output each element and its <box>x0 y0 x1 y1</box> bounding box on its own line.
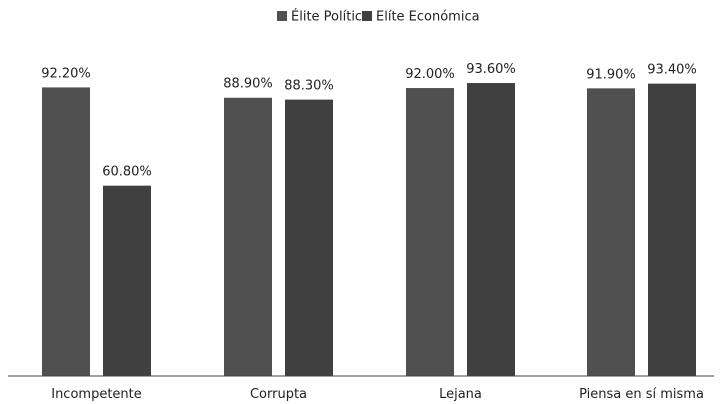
value-label-corrupta-series-2: 88.30% <box>284 79 334 94</box>
bars-group <box>42 83 696 377</box>
x-tick-label-lejana: Lejana <box>439 387 482 402</box>
bar-lejana-series-2 <box>467 83 515 377</box>
bar-piensa-en-si-misma-series-1 <box>587 88 635 376</box>
bar-corrupta-series-2 <box>285 99 333 376</box>
value-label-lejana-series-1: 92.00% <box>405 67 455 82</box>
value-label-piensa-en-si-misma-series-1: 91.90% <box>586 67 636 82</box>
legend-label-series-1: Élite Política <box>291 9 370 25</box>
value-label-incompetente-series-2: 60.80% <box>102 165 152 180</box>
bar-lejana-series-1 <box>406 88 454 376</box>
legend-swatch-series-2 <box>362 11 372 21</box>
value-label-lejana-series-2: 93.60% <box>466 62 516 77</box>
x-tick-label-incompetente: Incompetente <box>51 387 142 402</box>
bar-incompetente-series-2 <box>103 185 151 376</box>
x-tick-label-piensa-en-si-misma: Piensa en sí misma <box>579 387 704 402</box>
legend-label-series-2: Elíte Económica <box>376 10 480 25</box>
bar-piensa-en-si-misma-series-2 <box>648 83 696 377</box>
legend: Élite Política Elíte Económica <box>277 9 480 25</box>
x-tick-label-corrupta: Corrupta <box>250 387 307 402</box>
bar-incompetente-series-1 <box>42 87 90 376</box>
value-label-corrupta-series-1: 88.90% <box>223 77 273 92</box>
value-label-piensa-en-si-misma-series-2: 93.40% <box>647 63 697 78</box>
x-tick-labels-group: Incompetente Corrupta Lejana Piensa en sí m… <box>51 387 704 402</box>
value-labels-group: 92.20% 60.80% 88.90% 88.30% 92.00% 93.60% 91.9… <box>41 62 697 180</box>
legend-swatch-series-1 <box>277 11 287 21</box>
value-label-incompetente-series-1: 92.20% <box>41 66 91 81</box>
bar-corrupta-series-1 <box>224 97 272 377</box>
